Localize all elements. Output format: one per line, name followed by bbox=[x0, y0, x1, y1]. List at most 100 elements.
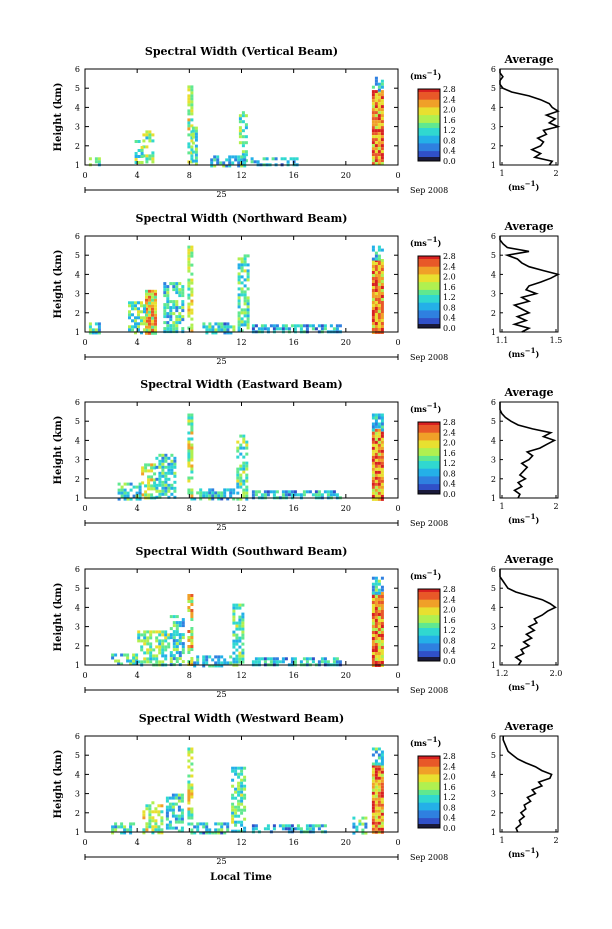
heatmap-cell bbox=[375, 822, 378, 825]
spectral-width-figure: Spectral Width (Vertical Beam)0 4 8 12 16 20 0… bbox=[0, 0, 612, 929]
heatmap-cell bbox=[381, 417, 384, 420]
heatmap-cell bbox=[166, 285, 169, 288]
heatmap-cell bbox=[372, 93, 375, 96]
heatmap-cell bbox=[211, 658, 214, 661]
heatmap-cell bbox=[229, 488, 232, 491]
heatmap-cell bbox=[187, 133, 190, 136]
colorbar-swatch bbox=[418, 471, 440, 474]
heatmap-cell bbox=[324, 660, 327, 663]
heatmap-cell bbox=[178, 821, 181, 824]
heatmap-cell bbox=[381, 786, 384, 789]
panel-title: Spectral Width (Southward Beam) bbox=[135, 545, 347, 558]
heatmap-cell bbox=[190, 106, 193, 109]
heatmap-cell bbox=[161, 654, 164, 657]
heatmap-cell bbox=[161, 645, 164, 648]
heatmap-cell bbox=[375, 661, 378, 664]
heatmap-cell bbox=[381, 83, 384, 86]
heatmap-cell bbox=[150, 475, 153, 478]
heatmap-cell bbox=[237, 821, 240, 824]
heatmap-cell bbox=[378, 147, 381, 150]
heatmap-cell bbox=[270, 660, 273, 663]
heatmap-cell bbox=[151, 320, 154, 323]
heatmap-cell bbox=[378, 480, 381, 483]
heatmap-cell bbox=[238, 311, 241, 314]
heatmap-cell bbox=[237, 782, 240, 785]
heatmap-cell bbox=[137, 633, 140, 636]
heatmap-cell bbox=[155, 466, 158, 469]
heatmap-cell bbox=[129, 825, 132, 828]
heatmap-cell bbox=[372, 477, 375, 480]
heatmap-cell bbox=[306, 327, 309, 330]
heatmap-cell bbox=[176, 615, 179, 618]
heatmap-cell bbox=[145, 154, 148, 157]
heatmap-cell bbox=[241, 649, 244, 652]
heatmap-cell bbox=[172, 303, 175, 306]
heatmap-cell bbox=[137, 307, 140, 310]
average-title: Average bbox=[503, 220, 553, 233]
heatmap-cell bbox=[372, 156, 375, 159]
heatmap-cell bbox=[231, 767, 234, 770]
heatmap-cell bbox=[244, 263, 247, 266]
heatmap-cell bbox=[164, 472, 167, 475]
heatmap-cell bbox=[190, 450, 193, 453]
heatmap-cell bbox=[372, 819, 375, 822]
heatmap-cell bbox=[381, 262, 384, 265]
heatmap-cell bbox=[381, 156, 384, 159]
heatmap-cell bbox=[372, 658, 375, 661]
heatmap-cell bbox=[98, 322, 101, 325]
heatmap-cell bbox=[166, 300, 169, 303]
heatmap-cell bbox=[381, 625, 384, 628]
heatmap-region bbox=[193, 822, 229, 834]
heatmap-cell bbox=[214, 328, 217, 331]
colorbar-tick-label: 0.0 bbox=[443, 324, 456, 333]
heatmap-cell bbox=[381, 634, 384, 637]
heatmap-cell bbox=[232, 616, 235, 619]
heatmap-cell bbox=[372, 447, 375, 450]
heatmap-cell bbox=[148, 299, 151, 302]
heatmap-cell bbox=[381, 595, 384, 598]
heatmap-cell bbox=[378, 289, 381, 292]
heatmap-cell bbox=[375, 310, 378, 313]
heatmap-cell bbox=[172, 288, 175, 291]
heatmap-cell bbox=[264, 490, 267, 493]
average-y-tick-label: 2 bbox=[491, 642, 496, 651]
heatmap-cell bbox=[190, 447, 193, 450]
heatmap-cell bbox=[237, 794, 240, 797]
heatmap-cell bbox=[381, 280, 384, 283]
x-tick-label: 20 bbox=[341, 504, 351, 513]
heatmap-cell bbox=[205, 328, 208, 331]
heatmap-cell bbox=[381, 592, 384, 595]
heatmap-cell bbox=[236, 474, 239, 477]
heatmap-cell bbox=[237, 785, 240, 788]
heatmap-cell bbox=[235, 607, 238, 610]
y-tick-label: 3 bbox=[75, 456, 80, 465]
heatmap-cell bbox=[375, 771, 378, 774]
heatmap-cell bbox=[142, 133, 145, 136]
heatmap-cell bbox=[375, 135, 378, 138]
heatmap-cell bbox=[187, 754, 190, 757]
heatmap-cell bbox=[170, 460, 173, 463]
heatmap-cell bbox=[243, 806, 246, 809]
heatmap-cell bbox=[255, 824, 258, 827]
heatmap-cell bbox=[378, 310, 381, 313]
heatmap-cell bbox=[372, 435, 375, 438]
heatmap-cell bbox=[175, 818, 178, 821]
heatmap-cell bbox=[285, 657, 288, 660]
heatmap-cell bbox=[241, 281, 244, 284]
heatmap-cell bbox=[169, 827, 172, 830]
colorbar-swatch bbox=[418, 435, 440, 438]
heatmap-cell bbox=[297, 824, 300, 827]
heatmap-cell bbox=[309, 827, 312, 830]
heatmap-region bbox=[372, 414, 384, 432]
heatmap-cell bbox=[179, 654, 182, 657]
heatmap-cell bbox=[195, 157, 198, 160]
heatmap-cell bbox=[175, 315, 178, 318]
heatmap-cell bbox=[190, 630, 193, 633]
heatmap-cell bbox=[378, 589, 381, 592]
heatmap-cell bbox=[220, 325, 223, 328]
heatmap-cell bbox=[190, 748, 193, 751]
colorbar-unit-label: (ms−1) bbox=[410, 735, 442, 749]
colorbar-swatch bbox=[418, 810, 440, 813]
heatmap-cell bbox=[252, 324, 255, 327]
heatmap-cell bbox=[146, 636, 149, 639]
